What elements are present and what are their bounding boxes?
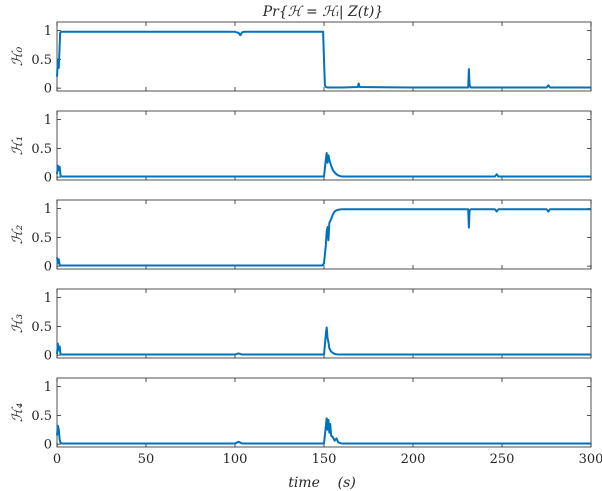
subplot-4: 0 0.5 1 ℋ₄ 0 50 100 150 200 250 300	[10, 377, 602, 467]
y-tick-label: 1	[44, 113, 52, 128]
y-tick-label: 0.5	[31, 142, 52, 157]
y-axis-label: ℋ₂	[10, 224, 26, 244]
subplot-3: 0 0.5 1 ℋ₃	[10, 288, 592, 364]
y-tick-label: 0.5	[31, 231, 52, 246]
x-tick-label: 200	[401, 452, 426, 467]
series-line	[56, 30, 591, 89]
x-tick-label: 50	[138, 452, 155, 467]
y-tick-label: 0.5	[31, 409, 52, 424]
y-tick-label: 0.5	[31, 320, 52, 335]
series-line	[56, 326, 591, 356]
y-tick-label: 0	[44, 260, 52, 275]
x-tick-label: 150	[312, 452, 337, 467]
chart-title: Pr{ℋ = ℋᵢ| Z(t)}	[262, 4, 384, 20]
series-line	[56, 151, 591, 178]
y-axis-label: ℋ₁	[10, 136, 26, 155]
y-tick-label: 0.5	[31, 53, 52, 68]
y-tick-label: 0	[44, 82, 52, 97]
y-tick-label: 0	[44, 171, 52, 186]
x-tick-label: 300	[579, 452, 602, 467]
x-tick-label: 0	[53, 452, 61, 467]
y-axis-label: ℋ₀	[10, 46, 26, 66]
x-tick-label: 250	[490, 452, 515, 467]
subplot-panels: 0 0.5 1 ℋ₀ 0 0.5 1 ℋ₁ 0 0.5 1 ℋ₂ 0 0.5 1 ℋ₃ 0 0.5 1 ℋ₄ 0 50 10…	[10, 21, 602, 467]
y-axis-label: ℋ₄	[10, 402, 26, 422]
y-tick-label: 1	[44, 202, 52, 217]
series-line	[56, 417, 591, 445]
y-tick-label: 1	[44, 24, 52, 39]
y-axis-label: ℋ₃	[10, 313, 26, 333]
y-tick-label: 0	[44, 438, 52, 453]
subplot-2: 0 0.5 1 ℋ₂	[10, 199, 592, 275]
series-line	[56, 208, 591, 267]
subplot-1: 0 0.5 1 ℋ₁	[10, 110, 592, 186]
x-axis-label: time (s)	[288, 475, 356, 491]
y-tick-label: 0	[44, 349, 52, 364]
subplot-0: 0 0.5 1 ℋ₀	[10, 21, 592, 97]
y-tick-label: 1	[44, 291, 52, 306]
x-tick-label: 100	[223, 452, 248, 467]
y-tick-label: 1	[44, 380, 52, 395]
